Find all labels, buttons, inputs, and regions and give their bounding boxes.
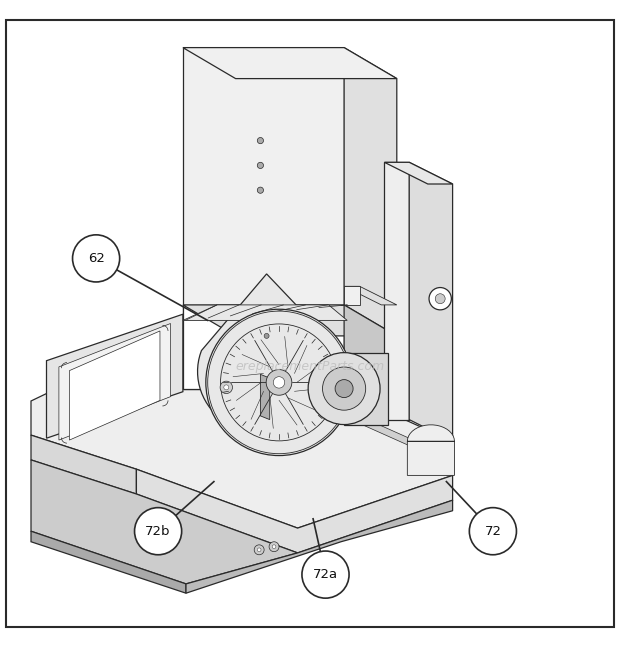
- Circle shape: [264, 333, 269, 338]
- Text: 62: 62: [87, 252, 105, 265]
- Circle shape: [257, 162, 264, 168]
- Circle shape: [469, 508, 516, 554]
- Circle shape: [224, 385, 229, 390]
- Polygon shape: [136, 469, 453, 553]
- Polygon shape: [344, 48, 397, 420]
- Circle shape: [208, 311, 350, 454]
- Polygon shape: [344, 287, 397, 305]
- Circle shape: [257, 548, 261, 552]
- Circle shape: [257, 138, 264, 144]
- Circle shape: [257, 187, 264, 193]
- Polygon shape: [409, 162, 453, 441]
- Circle shape: [322, 367, 366, 410]
- Text: 72: 72: [484, 525, 502, 538]
- Polygon shape: [220, 351, 257, 404]
- Circle shape: [220, 381, 232, 393]
- Polygon shape: [344, 287, 360, 305]
- Circle shape: [254, 545, 264, 554]
- Polygon shape: [183, 305, 344, 389]
- Polygon shape: [62, 348, 192, 405]
- Polygon shape: [31, 460, 298, 584]
- Circle shape: [266, 369, 292, 395]
- Polygon shape: [46, 314, 183, 438]
- Polygon shape: [183, 305, 397, 336]
- Text: ereplacementParts.com: ereplacementParts.com: [236, 360, 384, 373]
- Circle shape: [206, 309, 352, 455]
- Circle shape: [269, 542, 279, 552]
- Polygon shape: [31, 324, 453, 528]
- Polygon shape: [69, 331, 160, 440]
- Polygon shape: [205, 349, 304, 391]
- Polygon shape: [344, 353, 388, 424]
- Polygon shape: [407, 425, 454, 476]
- Polygon shape: [59, 324, 170, 440]
- Polygon shape: [31, 531, 186, 593]
- Polygon shape: [205, 355, 298, 401]
- Polygon shape: [384, 162, 453, 184]
- Circle shape: [302, 551, 349, 598]
- Circle shape: [273, 377, 285, 388]
- Polygon shape: [31, 435, 136, 494]
- Polygon shape: [198, 274, 341, 436]
- Polygon shape: [260, 375, 270, 420]
- Circle shape: [335, 380, 353, 398]
- Circle shape: [272, 545, 276, 549]
- Circle shape: [135, 508, 182, 554]
- Circle shape: [429, 287, 451, 310]
- Polygon shape: [384, 162, 409, 420]
- Polygon shape: [183, 48, 397, 78]
- Circle shape: [308, 353, 380, 424]
- Circle shape: [260, 330, 273, 342]
- Circle shape: [435, 294, 445, 303]
- FancyBboxPatch shape: [6, 19, 614, 628]
- Circle shape: [73, 235, 120, 282]
- Polygon shape: [186, 500, 453, 593]
- Polygon shape: [183, 48, 344, 389]
- Polygon shape: [344, 305, 397, 420]
- Polygon shape: [236, 360, 409, 446]
- Text: 72a: 72a: [313, 568, 338, 581]
- Text: 72b: 72b: [145, 525, 171, 538]
- Polygon shape: [183, 305, 347, 320]
